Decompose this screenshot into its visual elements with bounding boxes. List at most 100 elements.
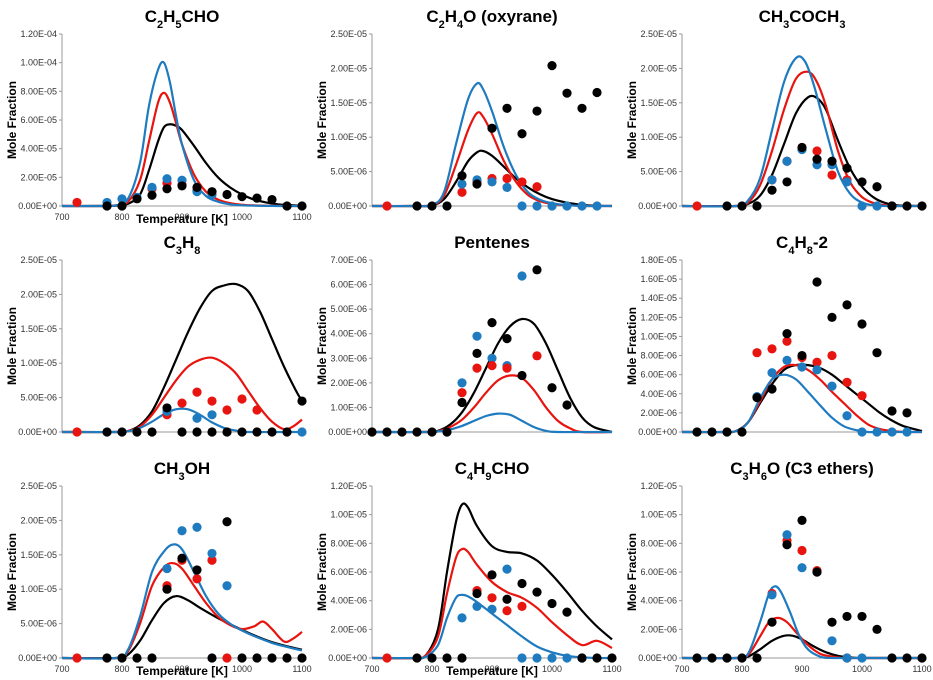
data-point — [577, 653, 587, 663]
data-point — [547, 653, 557, 663]
series-line — [682, 55, 922, 208]
chart-5: Pentenes 0.00E+00 1.00E-06 2.00E-06 3.00E-06… — [315, 233, 613, 437]
data-point — [502, 363, 512, 373]
y-tick-label: 2.50E-05 — [640, 29, 677, 39]
y-tick-label: 1.40E-05 — [640, 293, 677, 303]
y-tick-label: 6.00E-06 — [640, 370, 677, 380]
chart-title: C2H4O (oxyrane) — [426, 7, 557, 31]
data-point — [397, 427, 407, 437]
x-tick-label: 1000 — [232, 664, 252, 674]
chart-title: C3H6O (C3 ethers) — [730, 459, 874, 483]
y-tick-label: 1.20E-05 — [640, 312, 677, 322]
data-point — [767, 175, 777, 185]
x-tick-label: 900 — [174, 664, 189, 674]
data-point — [592, 87, 602, 98]
data-point — [147, 182, 157, 192]
y-tick-label: 1.00E-05 — [20, 584, 57, 594]
data-point — [117, 427, 127, 437]
y-tick-label: 1.20E-05 — [330, 481, 367, 491]
data-point — [692, 653, 702, 663]
y-axis-label: Mole Fraction — [625, 307, 639, 385]
series-line — [682, 373, 922, 434]
chart-panel-9: C3H6O (C3 ethers) 0.00E+00 2.00E-06 4.00E-0… — [620, 452, 932, 678]
data-point — [737, 201, 747, 211]
data-point — [382, 653, 392, 663]
data-point — [162, 584, 172, 594]
data-point — [767, 185, 777, 195]
chart-panel-8: C4H9CHO 0.00E+00 2.00E-06 4.00E-06 6.00E-06 8… — [310, 452, 622, 678]
data-point — [827, 617, 837, 627]
data-point — [267, 194, 277, 205]
data-point — [902, 201, 912, 211]
data-point — [812, 365, 822, 375]
data-point — [472, 363, 482, 373]
y-tick-label: 1.00E-05 — [330, 510, 367, 520]
data-point — [532, 106, 542, 116]
series-line — [372, 149, 613, 208]
data-point — [192, 182, 202, 192]
data-point — [827, 381, 837, 391]
y-tick-label: 2.50E-05 — [20, 481, 57, 491]
y-tick-label: 2.00E-05 — [20, 515, 57, 525]
data-point — [767, 617, 777, 627]
data-point — [857, 653, 867, 663]
data-point — [857, 391, 867, 401]
data-point — [812, 277, 822, 287]
y-tick-label: 4.00E-06 — [640, 389, 677, 399]
data-point — [797, 545, 807, 556]
data-point — [737, 653, 747, 663]
data-point — [767, 368, 777, 378]
data-point — [692, 201, 702, 211]
data-point — [382, 201, 392, 211]
data-point — [207, 396, 217, 406]
x-tick-label: 1100 — [292, 212, 311, 222]
chart-3: CH3COCH3 0.00E+00 5.00E-06 1.00E-05 1.50E-05… — [625, 7, 927, 211]
data-point — [382, 427, 392, 437]
chart-panel-3: CH3COCH3 0.00E+00 5.00E-06 1.00E-05 1.50E-05… — [620, 0, 930, 226]
y-tick-label: 1.20E-05 — [640, 481, 677, 491]
y-tick-label: 5.00E-06 — [640, 167, 677, 177]
data-point — [222, 653, 232, 663]
y-tick-label: 1.50E-05 — [20, 324, 57, 334]
x-tick-label: 900 — [174, 212, 189, 222]
data-point — [237, 427, 247, 437]
data-point — [872, 624, 882, 634]
data-point — [412, 653, 422, 663]
y-axis-label: Mole Fraction — [315, 81, 329, 159]
data-point — [192, 413, 202, 423]
data-point — [827, 170, 837, 180]
chart-9: C3H6O (C3 ethers) 0.00E+00 2.00E-06 4.00E-0… — [625, 459, 932, 674]
data-point — [917, 653, 927, 663]
chart-4: C3H8 0.00E+00 5.00E-06 1.00E-05 1.50E-05 2.00… — [5, 233, 307, 437]
data-point — [192, 565, 202, 575]
y-axis-label: Mole Fraction — [5, 81, 19, 159]
chart-panel-4: C3H8 0.00E+00 5.00E-06 1.00E-05 1.50E-05 2.00… — [0, 226, 310, 452]
data-point — [887, 201, 897, 211]
y-tick-label: 4.00E-06 — [330, 596, 367, 606]
chart-title: C3H8 — [164, 233, 201, 257]
y-tick-label: 4.00E-06 — [330, 329, 367, 339]
data-point — [132, 653, 142, 663]
data-point — [457, 397, 467, 408]
data-point — [222, 427, 232, 437]
data-point — [267, 427, 277, 437]
data-point — [487, 353, 497, 363]
data-point — [282, 653, 292, 663]
data-point — [562, 88, 572, 98]
data-point — [782, 530, 792, 540]
data-point — [887, 406, 897, 416]
data-point — [517, 601, 527, 611]
data-point — [607, 653, 617, 663]
data-point — [207, 555, 217, 565]
y-tick-label: 0.00E+00 — [328, 427, 367, 437]
y-axis-label: Mole Fraction — [625, 533, 639, 611]
data-point — [472, 331, 482, 341]
data-point — [872, 201, 882, 211]
data-point — [132, 194, 142, 204]
chart-title: CH3COCH3 — [759, 7, 846, 31]
y-tick-label: 6.00E-06 — [330, 280, 367, 290]
y-tick-label: 1.00E-05 — [640, 510, 677, 520]
y-tick-label: 4.00E-06 — [640, 596, 677, 606]
y-tick-label: 2.50E-05 — [330, 29, 367, 39]
data-point — [502, 103, 512, 113]
